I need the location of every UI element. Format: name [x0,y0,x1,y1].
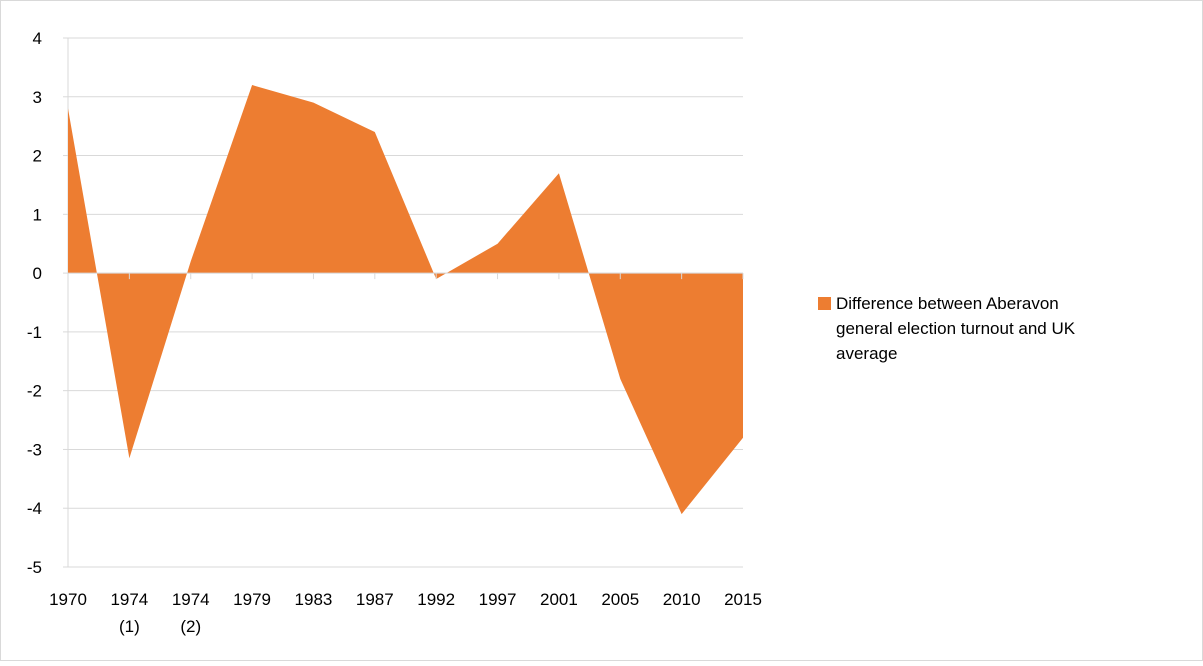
x-tick-label: 1997 [479,590,517,609]
y-tick-label: 0 [33,264,42,283]
y-tick-label: 1 [33,205,42,224]
y-tick-label: -2 [27,382,42,401]
y-tick-label: 4 [33,29,42,48]
x-tick-label: 1979 [233,590,271,609]
x-tick-label: 2010 [663,590,701,609]
y-tick-label: 2 [33,147,42,166]
legend-swatch [818,297,831,310]
y-tick-label: -4 [27,499,42,518]
y-tick-label: -1 [27,323,42,342]
x-tick-label: 2005 [601,590,639,609]
area [68,85,743,515]
y-tick-label: -5 [27,558,42,577]
x-tick-label: 1987 [356,590,394,609]
x-tick-label: 1974 (1) [110,590,148,636]
x-tick-label: 1974 (2) [172,590,210,636]
x-tick-label: 2001 [540,590,578,609]
x-tick-label: 1983 [295,590,333,609]
x-tick-label: 2015 [724,590,762,609]
x-tick-label: 1992 [417,590,455,609]
y-tick-label: 3 [33,88,42,107]
y-tick-label: -3 [27,440,42,459]
legend-label: Difference between Aberavon general elec… [836,294,1076,363]
x-tick-label: 1970 [49,590,87,609]
